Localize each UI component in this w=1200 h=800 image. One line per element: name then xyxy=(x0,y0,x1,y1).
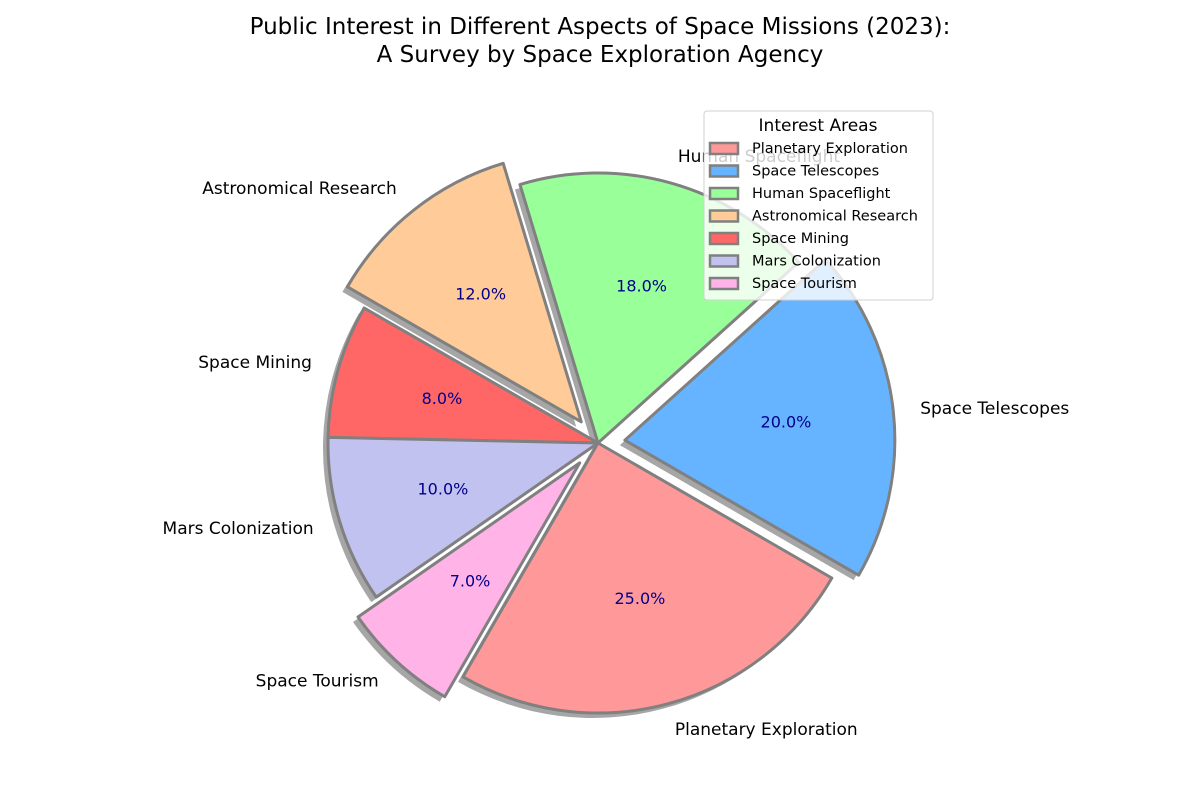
slice-label-planetary-exploration: Planetary Exploration xyxy=(675,720,858,740)
legend-label-human-spaceflight: Human Spaceflight xyxy=(752,186,891,202)
legend-swatch-space-telescopes xyxy=(708,164,740,178)
legend-frame xyxy=(703,110,934,301)
slice-space-tourism xyxy=(356,461,582,699)
slice-planetary-exploration xyxy=(461,441,834,715)
slice-space-mining xyxy=(326,306,600,445)
legend-swatch-planetary-exploration xyxy=(708,141,740,156)
legend-label-space-mining: Space Mining xyxy=(752,231,849,247)
slice-percent-astronomical-research: 12.0% xyxy=(455,284,506,303)
slice-label-space-tourism: Space Tourism xyxy=(256,671,379,691)
slice-label-mars-colonization: Mars Colonization xyxy=(163,519,314,539)
legend-label-planetary-exploration: Planetary Exploration xyxy=(752,141,908,157)
legend-label-space-tourism: Space Tourism xyxy=(752,276,857,292)
legend-items: Planetary Exploration Space Telescopes Hum… xyxy=(708,141,918,292)
slice-label-space-mining: Space Mining xyxy=(198,353,312,373)
legend-swatch-mars-colonization xyxy=(708,254,740,268)
slice-percent-human-spaceflight: 18.0% xyxy=(616,276,667,295)
legend-label-astronomical-research: Astronomical Research xyxy=(752,209,918,225)
legend-swatch-astronomical-research xyxy=(708,209,740,223)
slice-percent-planetary-exploration: 25.0% xyxy=(615,589,666,608)
chart-subtitle: A Survey by Space Exploration Agency xyxy=(377,42,824,68)
legend-swatch-space-tourism xyxy=(708,276,740,291)
slice-label-astronomical-research: Astronomical Research xyxy=(202,179,397,199)
legend-swatch-space-mining xyxy=(708,231,740,246)
pie-slices xyxy=(326,161,897,715)
legend-swatch-human-spaceflight xyxy=(708,186,740,201)
legend-label-space-telescopes: Space Telescopes xyxy=(752,164,879,180)
slice-percent-mars-colonization: 10.0% xyxy=(418,479,469,498)
slice-astronomical-research xyxy=(345,161,583,424)
slice-percent-space-telescopes: 20.0% xyxy=(761,413,812,432)
slice-percent-space-tourism: 7.0% xyxy=(450,572,491,591)
slice-label-space-telescopes: Space Telescopes xyxy=(920,399,1069,419)
slice-percent-space-mining: 8.0% xyxy=(422,389,463,408)
chart-title: Public Interest in Different Aspects of … xyxy=(250,14,951,40)
legend-label-mars-colonization: Mars Colonization xyxy=(752,254,881,270)
legend: Interest Areas Planetary Exploration Spac… xyxy=(703,110,934,301)
percentage-labels: 25.0% 20.0% 18.0% 12.0% 8.0% 10.0% 7.0% xyxy=(418,276,812,608)
slice-mars-colonization xyxy=(326,435,600,599)
legend-title: Interest Areas xyxy=(759,116,878,136)
